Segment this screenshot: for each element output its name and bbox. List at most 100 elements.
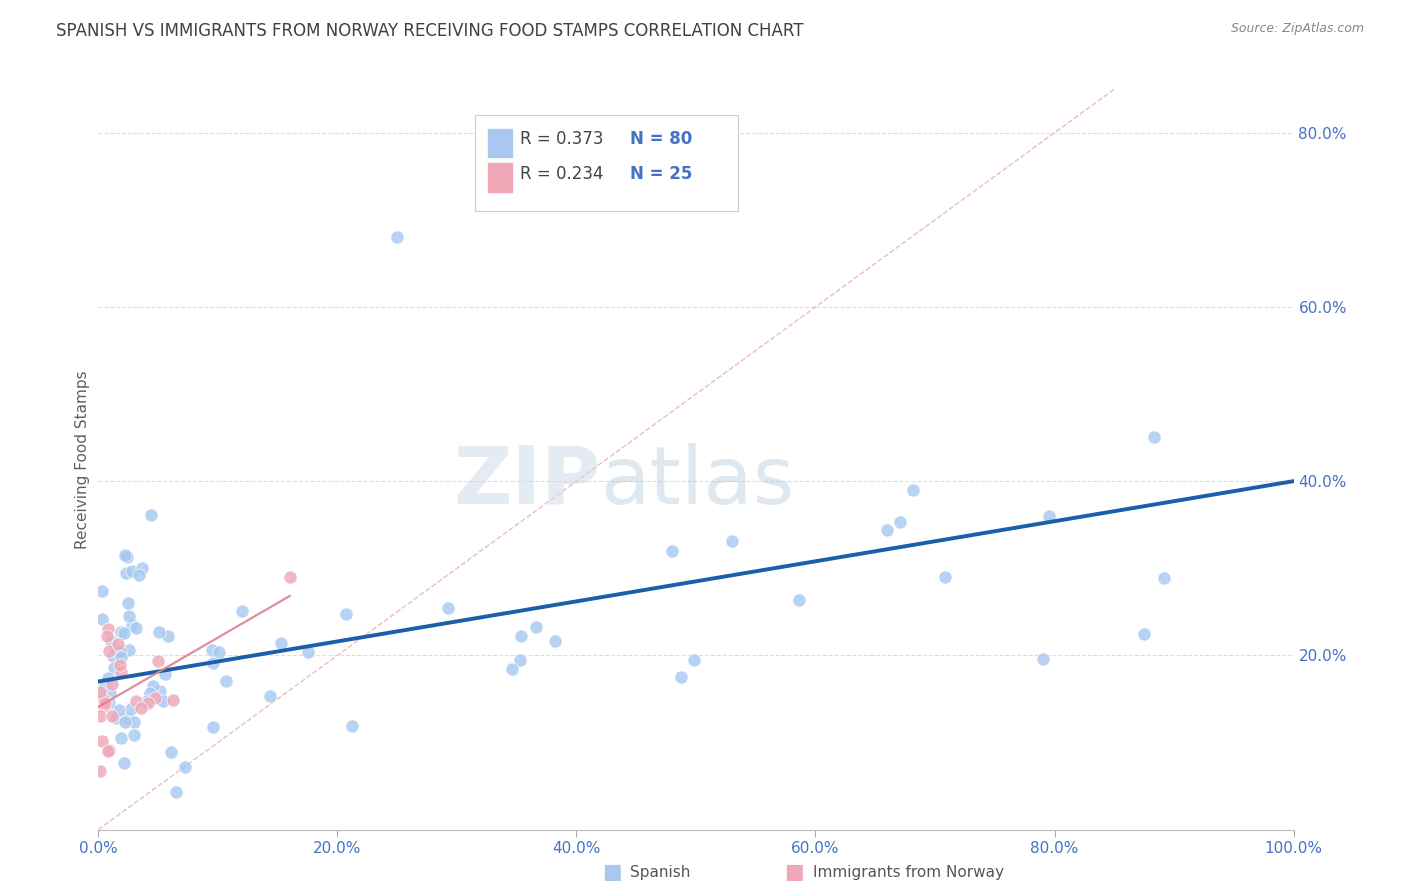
Point — [131, 560, 153, 574]
Point — [141, 508, 163, 523]
Point — [91, 695, 114, 709]
Point — [91, 611, 114, 625]
Point — [101, 708, 124, 723]
Point — [437, 601, 460, 615]
Point — [208, 645, 231, 659]
Point — [118, 643, 141, 657]
Point — [543, 633, 565, 648]
Point — [174, 760, 197, 774]
Point — [138, 686, 160, 700]
Point — [202, 656, 225, 670]
Point — [110, 731, 132, 745]
Point — [159, 745, 181, 759]
Point — [100, 634, 122, 648]
Point — [115, 566, 138, 580]
Point — [149, 684, 172, 698]
Point — [98, 644, 121, 658]
Point — [202, 720, 225, 734]
Text: ■: ■ — [602, 863, 621, 882]
Point — [91, 689, 114, 703]
Point — [104, 642, 127, 657]
Point — [98, 686, 121, 700]
FancyBboxPatch shape — [486, 162, 513, 193]
Point — [89, 764, 111, 778]
Point — [94, 694, 117, 708]
Point — [98, 743, 121, 757]
FancyBboxPatch shape — [486, 128, 513, 158]
Text: atlas: atlas — [600, 442, 794, 521]
Point — [108, 657, 131, 672]
Point — [108, 643, 131, 657]
Point — [669, 670, 692, 684]
Point — [91, 733, 114, 747]
Text: R = 0.234: R = 0.234 — [520, 165, 603, 184]
Point — [125, 621, 148, 635]
Point — [98, 697, 121, 711]
Point — [297, 644, 319, 658]
Point — [148, 624, 170, 639]
Point — [112, 625, 135, 640]
Text: N = 80: N = 80 — [630, 130, 693, 148]
Point — [889, 515, 911, 529]
Point — [96, 629, 118, 643]
Point — [128, 568, 150, 582]
Point — [122, 715, 145, 730]
Point — [97, 622, 120, 636]
Point — [683, 653, 706, 667]
Point — [101, 676, 124, 690]
Point — [125, 694, 148, 708]
Text: Source: ZipAtlas.com: Source: ZipAtlas.com — [1230, 22, 1364, 36]
Text: N = 25: N = 25 — [630, 165, 693, 184]
Point — [103, 648, 125, 663]
Point — [94, 697, 117, 711]
Point — [117, 596, 139, 610]
Point — [93, 699, 115, 714]
Point — [201, 642, 224, 657]
Point — [143, 690, 166, 705]
Point — [1153, 571, 1175, 585]
Point — [215, 673, 238, 688]
Point — [136, 696, 159, 710]
Text: ■: ■ — [785, 863, 804, 882]
Point — [152, 693, 174, 707]
Point — [524, 620, 547, 634]
Point — [117, 549, 139, 564]
Point — [1032, 652, 1054, 666]
Point — [121, 564, 143, 578]
Text: Immigrants from Norway: Immigrants from Norway — [813, 865, 1004, 880]
Point — [110, 625, 132, 640]
Point — [93, 693, 115, 707]
Point — [259, 689, 281, 703]
Point — [162, 693, 184, 707]
Point — [135, 693, 157, 707]
Point — [142, 679, 165, 693]
Point — [509, 629, 531, 643]
Point — [89, 685, 111, 699]
FancyBboxPatch shape — [475, 115, 738, 211]
Point — [876, 523, 898, 537]
Point — [129, 701, 152, 715]
Point — [107, 637, 129, 651]
Point — [1133, 627, 1156, 641]
Point — [114, 715, 136, 730]
Point — [787, 593, 810, 607]
Text: SPANISH VS IMMIGRANTS FROM NORWAY RECEIVING FOOD STAMPS CORRELATION CHART: SPANISH VS IMMIGRANTS FROM NORWAY RECEIV… — [56, 22, 804, 40]
Text: ZIP: ZIP — [453, 442, 600, 521]
Point — [114, 548, 136, 562]
Point — [120, 702, 142, 716]
Point — [117, 608, 139, 623]
Point — [153, 667, 176, 681]
Point — [901, 483, 924, 498]
Point — [661, 544, 683, 558]
Point — [270, 636, 292, 650]
Point — [934, 569, 956, 583]
Text: Spanish: Spanish — [630, 865, 690, 880]
Point — [91, 583, 114, 598]
Point — [97, 671, 120, 685]
Point — [385, 230, 409, 244]
Point — [157, 629, 180, 643]
Point — [122, 727, 145, 741]
Point — [89, 709, 111, 723]
Point — [278, 570, 301, 584]
Point — [1038, 508, 1060, 523]
